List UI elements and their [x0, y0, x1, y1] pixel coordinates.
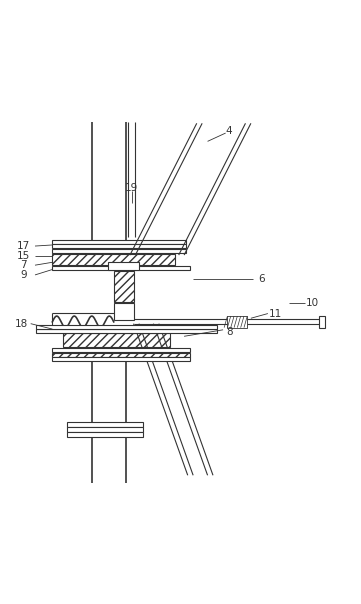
Bar	[63, 333, 170, 347]
Bar	[36, 325, 217, 329]
Bar	[67, 427, 143, 432]
Bar	[52, 249, 186, 252]
Bar	[52, 357, 190, 361]
Bar	[52, 348, 190, 352]
Text: 10: 10	[306, 298, 319, 307]
Bar	[52, 240, 186, 244]
Text: 4: 4	[226, 126, 232, 135]
Bar	[227, 316, 247, 327]
Bar	[52, 353, 190, 356]
Text: 7: 7	[20, 260, 27, 270]
Text: 6: 6	[258, 274, 265, 284]
Text: 19: 19	[125, 183, 138, 193]
Bar	[52, 254, 175, 265]
Bar	[114, 271, 134, 302]
Bar	[52, 244, 186, 248]
Text: 17: 17	[17, 241, 30, 251]
Bar	[319, 316, 325, 328]
Bar	[108, 262, 139, 270]
Bar	[36, 329, 217, 333]
Text: 9: 9	[20, 270, 27, 280]
Text: 8: 8	[226, 327, 232, 336]
Bar	[67, 422, 143, 426]
Text: 15: 15	[17, 251, 30, 261]
Text: 18: 18	[15, 319, 28, 329]
Text: 11: 11	[269, 309, 282, 318]
Bar	[52, 266, 190, 270]
Bar	[67, 432, 143, 437]
Bar	[114, 303, 134, 320]
